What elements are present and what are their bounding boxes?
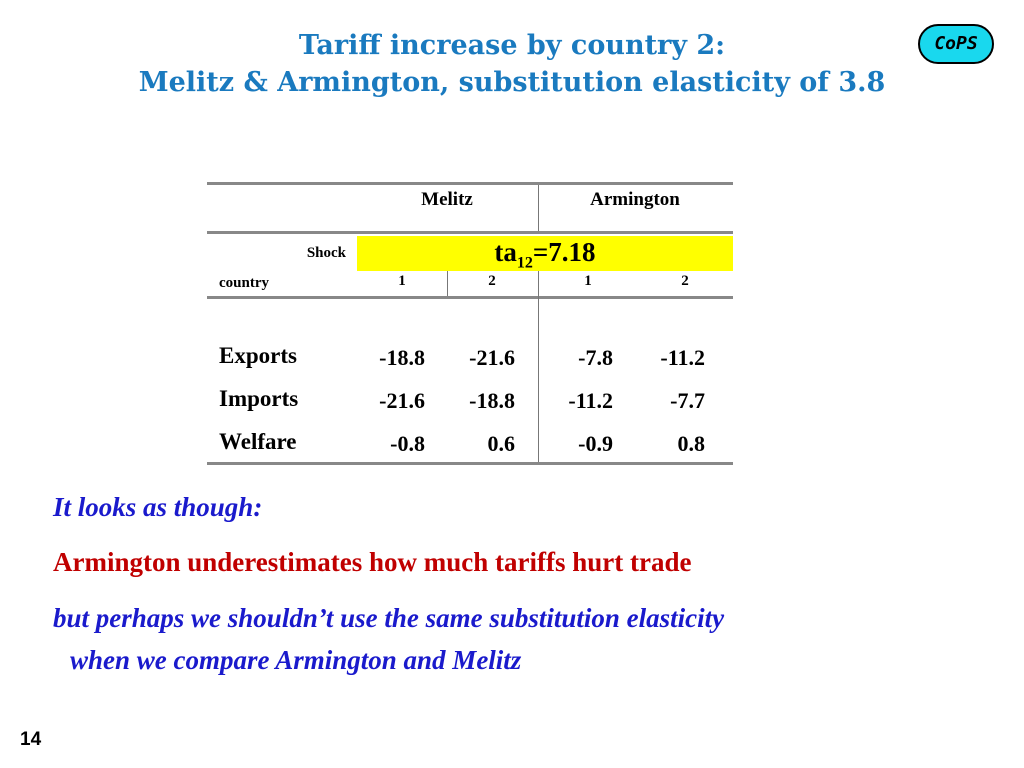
- table-rule: [207, 462, 733, 465]
- row-header: country: [219, 275, 269, 291]
- shock-text: =7.18: [532, 237, 596, 267]
- row-label: Imports: [219, 386, 299, 411]
- cell: -11.2: [568, 388, 613, 413]
- divider: [447, 271, 448, 296]
- shock-highlight: [357, 236, 733, 271]
- page-number: 14: [20, 729, 42, 750]
- note: It looks as though:: [53, 492, 263, 522]
- shock-value: ta12=7.18: [357, 237, 733, 272]
- column-header: 1: [398, 273, 406, 289]
- shock-variable: ta: [494, 237, 517, 267]
- cell: -21.6: [469, 345, 515, 370]
- cell: -18.8: [469, 388, 515, 413]
- title-line: Melitz & Armington, substitution elastic…: [138, 67, 886, 98]
- group-header: Armington: [590, 189, 680, 210]
- note: Armington underestimates how much tariff…: [53, 547, 692, 577]
- cell: -7.7: [670, 388, 705, 413]
- note: but perhaps we shouldn’t use the same su…: [53, 603, 725, 633]
- table-rule: [207, 231, 733, 234]
- table-rule: [207, 182, 733, 185]
- table-rule: [207, 296, 733, 299]
- cell: -0.9: [578, 431, 613, 456]
- column-header: 2: [681, 273, 689, 289]
- cell: -11.2: [660, 345, 705, 370]
- title-line: Tariff increase by country 2:: [298, 30, 726, 61]
- row-label: Welfare: [219, 429, 297, 454]
- cell: 0.8: [677, 431, 706, 456]
- group-header: Melitz: [421, 189, 473, 210]
- column-header: 2: [488, 273, 496, 289]
- shock-label: Shock: [306, 245, 346, 261]
- cell: -18.8: [379, 345, 425, 370]
- shock-subscript: 12: [516, 254, 533, 272]
- cell: -0.8: [390, 431, 425, 456]
- note: when we compare Armington and Melitz: [70, 645, 522, 675]
- logo: CoPS: [918, 24, 994, 64]
- divider: [538, 271, 539, 462]
- column-header: 1: [584, 273, 592, 289]
- cell: 0.6: [487, 431, 516, 456]
- row-label: Exports: [219, 343, 297, 368]
- divider: [538, 185, 539, 231]
- cell: -7.8: [578, 345, 613, 370]
- cell: -21.6: [379, 388, 425, 413]
